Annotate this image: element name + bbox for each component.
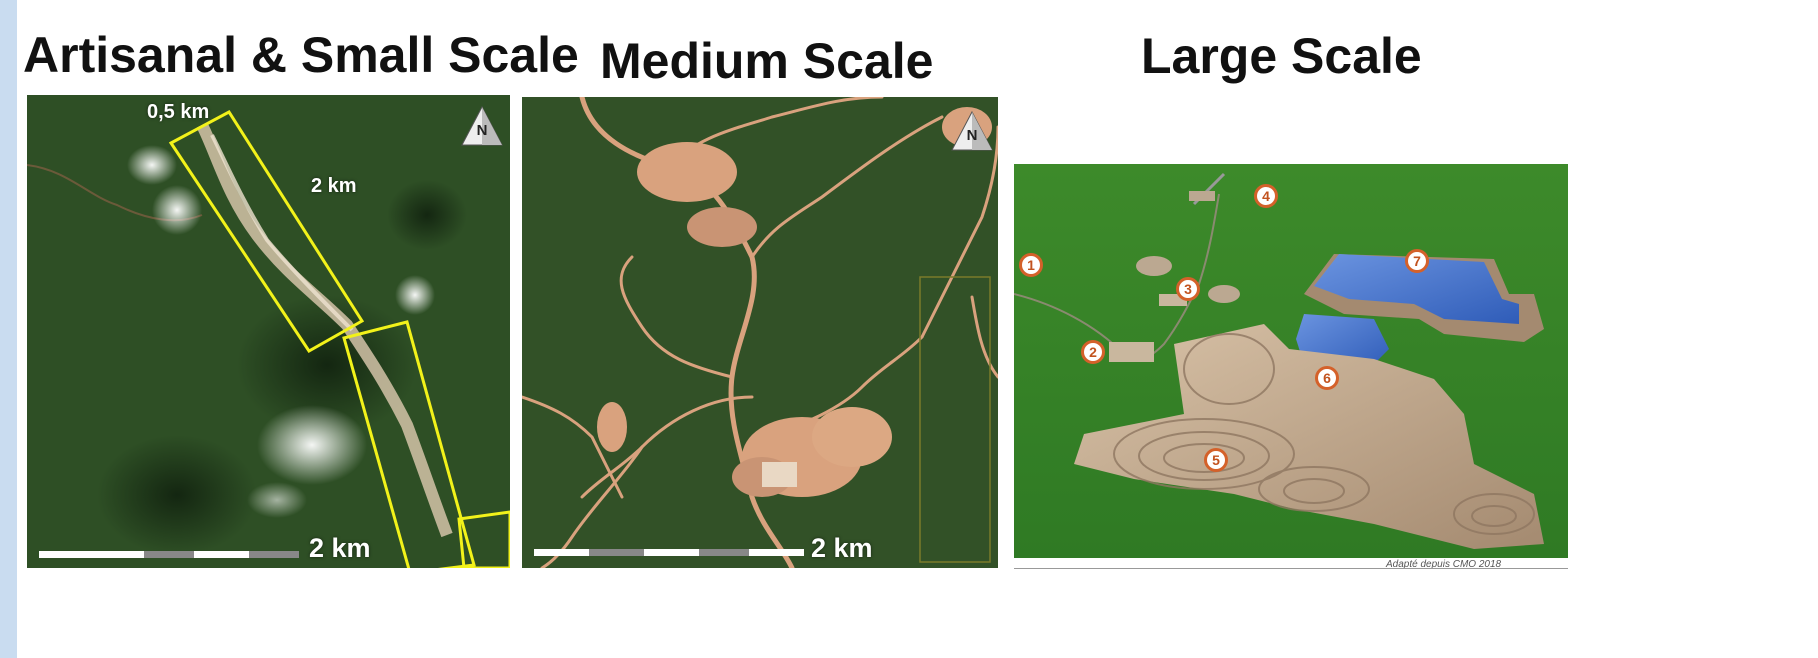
- north-label: N: [966, 127, 978, 144]
- medium-scale-satellite-image: 2 km N: [522, 97, 998, 568]
- map-marker-1: 1: [1019, 253, 1043, 277]
- map-marker-5: 5: [1204, 448, 1228, 472]
- credit-underline: [1014, 568, 1568, 569]
- scale-bar-label: 2 km: [811, 533, 873, 563]
- map-marker-7: 7: [1405, 249, 1429, 273]
- scale-bar-label: 2 km: [309, 533, 371, 563]
- map-marker-3: 3: [1176, 277, 1200, 301]
- map-marker-2: 2: [1081, 340, 1105, 364]
- north-arrow-icon: N: [950, 110, 994, 154]
- left-accent-bar: [0, 0, 17, 658]
- corridor-length-label: 2 km: [311, 175, 357, 197]
- corridor-width-label: 0,5 km: [147, 101, 210, 123]
- title-medium-scale: Medium Scale: [600, 33, 934, 89]
- north-label: N: [476, 122, 488, 139]
- title-artisanal-small-scale: Artisanal & Small Scale: [23, 27, 579, 83]
- map-marker-6: 6: [1315, 366, 1339, 390]
- large-scale-mine-illustration: 1 2 3 4 5 6 7: [1014, 164, 1568, 558]
- artisanal-satellite-image: 0,5 km 2 km 2 km N: [27, 95, 510, 568]
- title-large-scale: Large Scale: [1141, 28, 1422, 84]
- north-arrow-icon: N: [460, 105, 504, 149]
- map-marker-4: 4: [1254, 184, 1278, 208]
- image-credit: Adapté depuis CMO 2018: [1386, 559, 1502, 570]
